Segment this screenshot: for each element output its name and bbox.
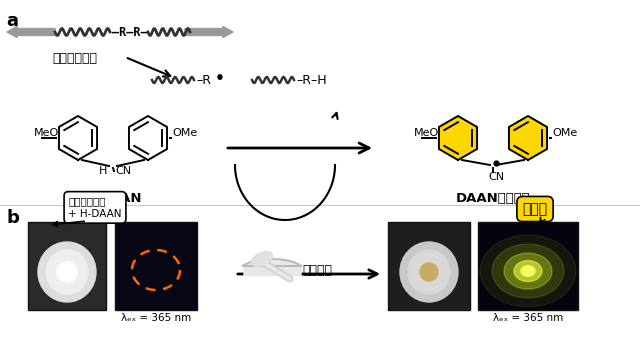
Polygon shape: [509, 116, 547, 160]
Ellipse shape: [252, 252, 272, 266]
Ellipse shape: [420, 263, 438, 281]
Text: DAANラジカル: DAANラジカル: [456, 192, 531, 205]
Ellipse shape: [57, 262, 77, 282]
Text: a: a: [6, 12, 18, 30]
Text: H-DAAN: H-DAAN: [83, 192, 143, 205]
Ellipse shape: [38, 242, 96, 302]
Ellipse shape: [400, 242, 458, 302]
Text: •: •: [215, 71, 225, 86]
Text: λₑₓ = 365 nm: λₑₓ = 365 nm: [493, 313, 563, 323]
Text: MeO: MeO: [414, 128, 439, 138]
Text: OMe: OMe: [552, 128, 577, 138]
Ellipse shape: [514, 261, 542, 281]
Bar: [115, 222, 197, 310]
Text: ポリスチレン
+ H-DAAN: ポリスチレン + H-DAAN: [68, 196, 122, 219]
Text: CN: CN: [115, 166, 131, 176]
Ellipse shape: [521, 266, 535, 276]
Text: CN: CN: [488, 172, 504, 182]
Text: OMe: OMe: [172, 128, 197, 138]
Text: MeO: MeO: [34, 128, 60, 138]
Polygon shape: [439, 116, 477, 160]
Text: すり潰し: すり潰し: [302, 265, 332, 277]
Text: H: H: [99, 166, 108, 176]
Ellipse shape: [408, 250, 450, 294]
Ellipse shape: [492, 244, 564, 298]
Ellipse shape: [46, 250, 88, 294]
FancyArrow shape: [7, 27, 55, 37]
Bar: [28, 222, 106, 310]
Text: λₑₓ = 365 nm: λₑₓ = 365 nm: [121, 313, 191, 323]
Text: b: b: [6, 209, 19, 227]
Ellipse shape: [480, 235, 576, 307]
Text: –R: –R: [196, 74, 211, 87]
Text: –R–H: –R–H: [296, 74, 326, 87]
FancyArrow shape: [185, 27, 233, 37]
Polygon shape: [59, 116, 97, 160]
Ellipse shape: [504, 253, 552, 289]
Text: –R–R–: –R–R–: [112, 27, 148, 40]
Bar: [478, 222, 578, 310]
Text: ポリスチレン: ポリスチレン: [52, 52, 97, 65]
Bar: [388, 222, 470, 310]
Polygon shape: [129, 116, 167, 160]
Text: 蛍光性: 蛍光性: [522, 202, 548, 216]
